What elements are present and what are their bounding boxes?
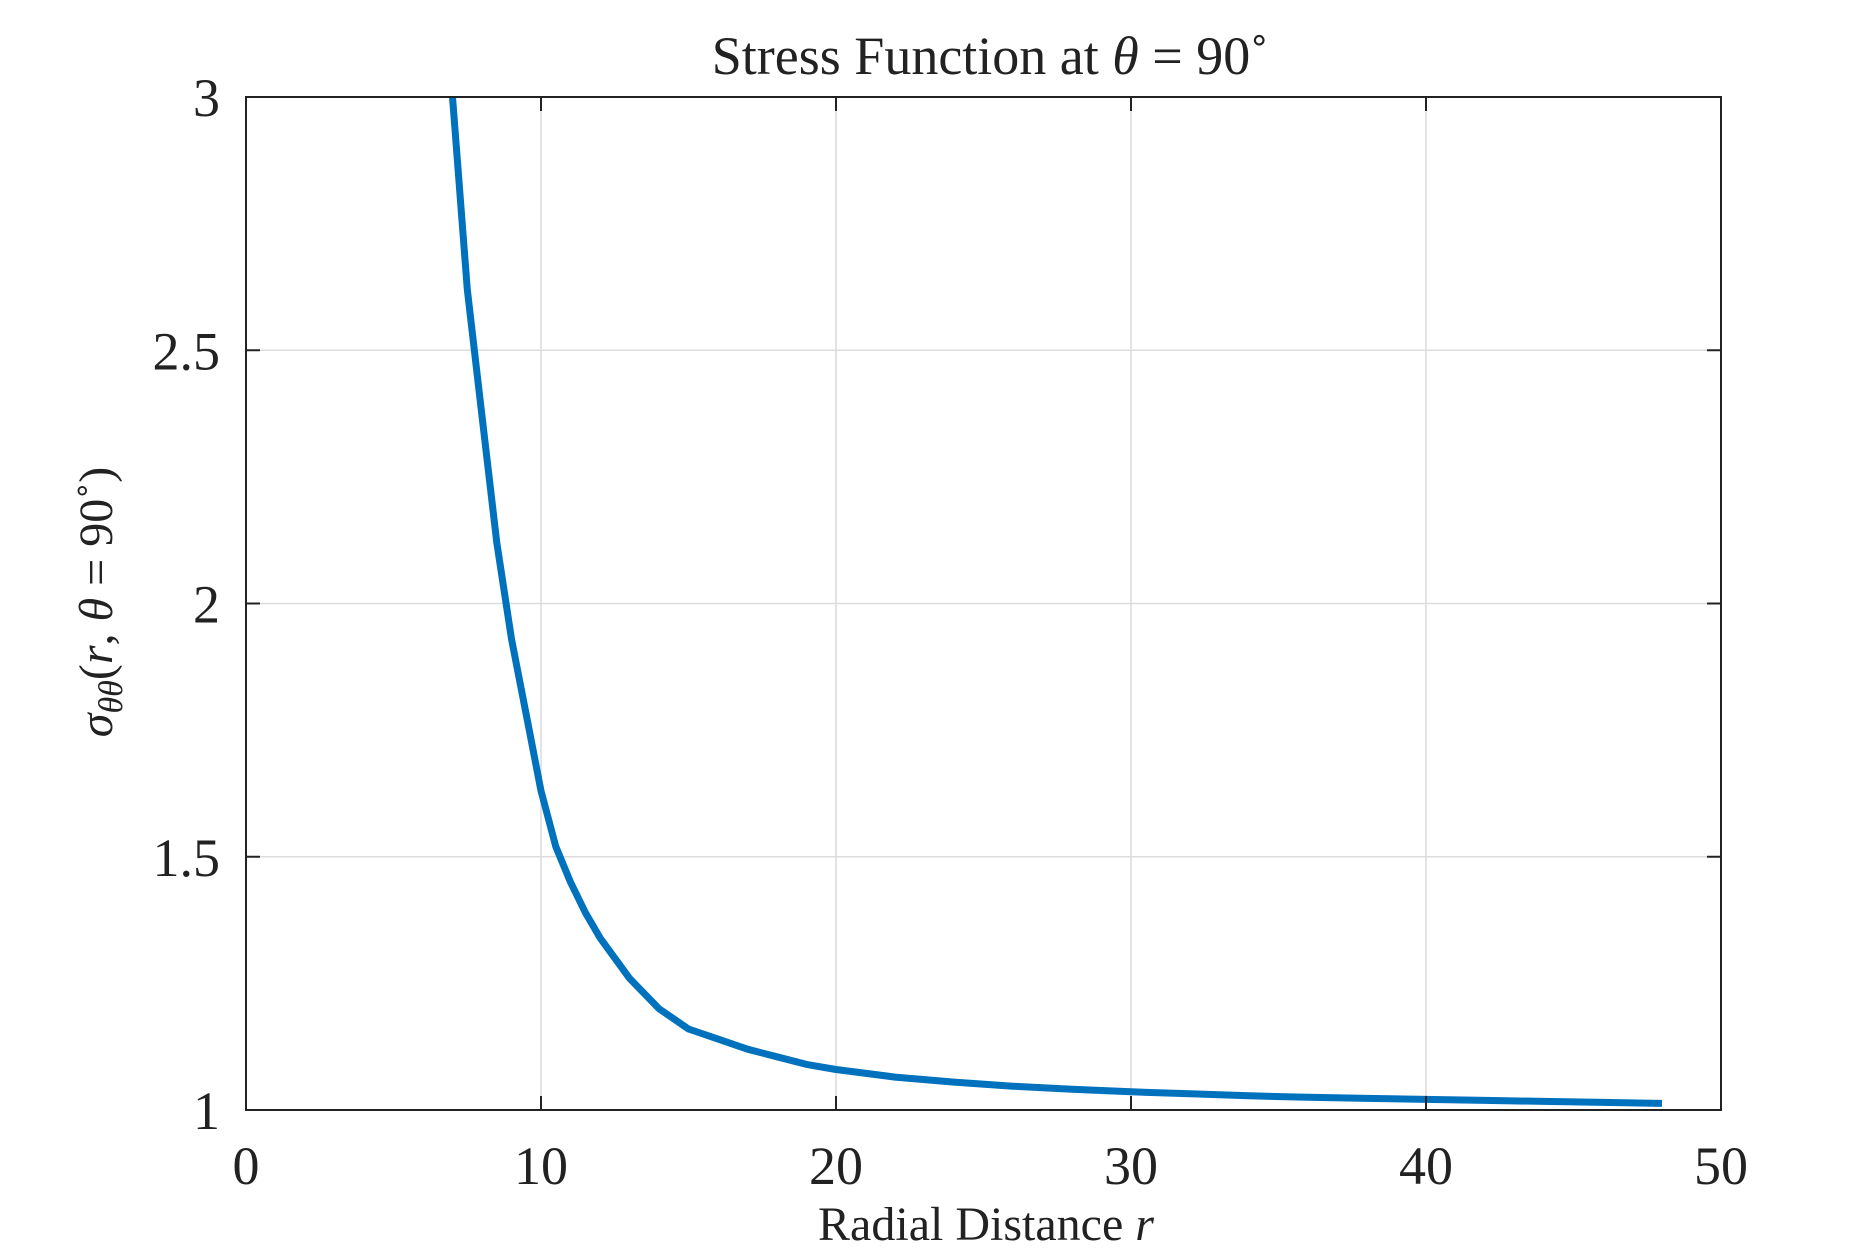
x-axis-label: Radial Distance r	[818, 1198, 1154, 1250]
x-axis-label-text: Radial Distance	[818, 1198, 1135, 1250]
y-tick-label: 1	[193, 1081, 220, 1141]
y-axis-label-rest: = 90˚)	[70, 467, 123, 598]
x-tick-label: 20	[809, 1136, 863, 1196]
chart-title-theta-symbol: θ	[1112, 26, 1139, 86]
y-axis-label-theta: θ	[70, 598, 123, 622]
x-tick-label: 0	[233, 1136, 260, 1196]
x-tick-labels: 0 10 20 30 40 50	[233, 1136, 1749, 1196]
x-tick-label: 50	[1694, 1136, 1748, 1196]
chart-title-suffix: = 90˚	[1139, 26, 1268, 86]
y-tick-label: 1.5	[153, 828, 221, 888]
y-axis-label-subscript: θθ	[93, 680, 130, 713]
y-axis-label-sigma: σ	[70, 711, 123, 737]
y-axis-label-r: r	[70, 645, 123, 664]
chart-title: Stress Function at θ = 90˚	[712, 26, 1268, 86]
chart-title-prefix: Stress Function at	[712, 26, 1113, 86]
y-tick-labels: 1 1.5 2 2.5 3	[153, 68, 221, 1141]
x-tick-label: 30	[1104, 1136, 1158, 1196]
series-layer	[449, 96, 1663, 1107]
series-line	[449, 96, 1663, 1107]
y-tick-label: 2	[193, 575, 220, 635]
y-axis-label: σθθ(r, θ = 90˚)	[70, 467, 130, 737]
y-tick-label: 3	[193, 68, 220, 128]
x-tick-label: 40	[1399, 1136, 1453, 1196]
x-axis-label-symbol: r	[1135, 1198, 1154, 1250]
y-axis-label-open: (	[70, 664, 123, 680]
y-tick-label: 2.5	[153, 321, 221, 381]
y-axis-label-comma: ,	[70, 621, 123, 645]
y-tick-marks	[246, 96, 1721, 1111]
x-tick-marks	[245, 97, 1722, 1110]
x-tick-label: 10	[514, 1136, 568, 1196]
